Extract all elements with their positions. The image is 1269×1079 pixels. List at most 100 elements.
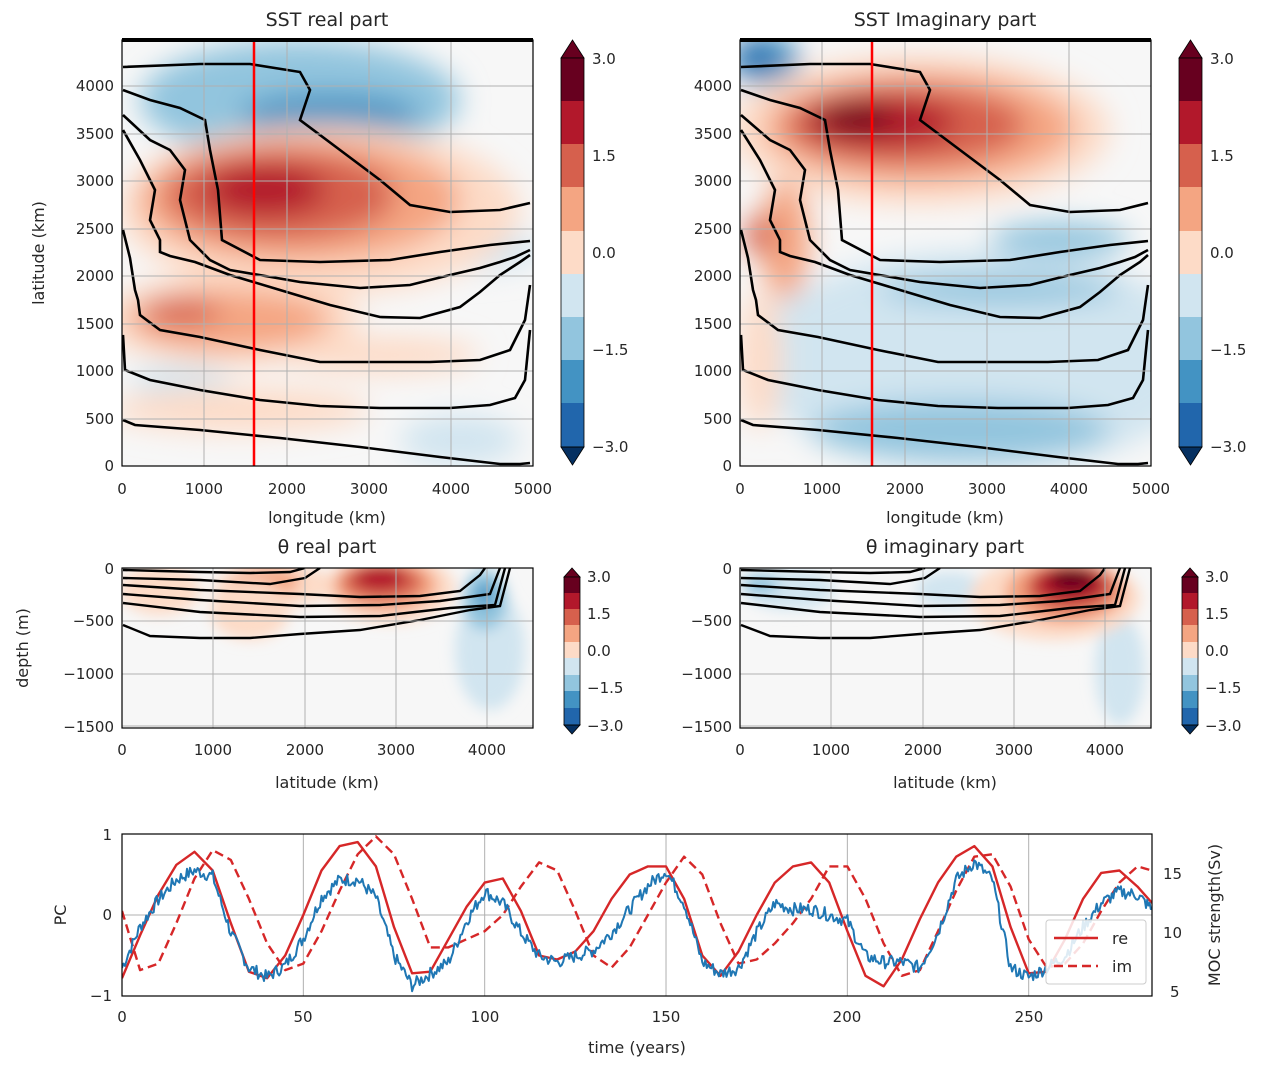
x-tick-label: 4000 [468, 741, 506, 759]
x-tick-label: 1000 [812, 741, 850, 759]
x-tick-label: 5000 [514, 480, 552, 498]
x-axis-label: longitude (km) [268, 508, 386, 527]
y-axis-label: depth (m) [13, 608, 32, 688]
legend: re im [1045, 919, 1147, 985]
x-tick-label: 0 [735, 741, 745, 759]
y-tick-label: 2000 [76, 267, 114, 285]
y-tick-label: 0 [104, 560, 114, 578]
x-tick-label: 250 [1015, 1008, 1044, 1026]
y-tick-label-right: 10 [1163, 924, 1182, 942]
y-tick-label: 1000 [76, 362, 114, 380]
panel-title: θ imaginary part [866, 536, 1024, 558]
y-axis-label-right: MOC strength(Sv) [1205, 844, 1224, 986]
x-axis-label: latitude (km) [275, 773, 379, 792]
y-tick-label: 2500 [76, 220, 114, 238]
x-tick-labels: 0 50 100 150 200 250 [117, 1008, 1043, 1026]
colorbar: 3.0 1.5 0.0 −1.5 −3.0 [1181, 567, 1241, 735]
colorbar-tick-label: 3.0 [587, 568, 611, 586]
x-axis-label: time (years) [588, 1038, 686, 1057]
x-tick-label: 3000 [350, 480, 388, 498]
x-tick-label: 2000 [286, 741, 324, 759]
grid [122, 568, 533, 728]
series-lines [122, 835, 1152, 993]
colorbar-tick-label: 3.0 [592, 50, 616, 68]
colorbar-tick-label: 1.5 [1205, 605, 1229, 623]
y-tick-labels: 0 500 1000 1500 2000 2500 3000 3500 4000 [694, 77, 732, 475]
colorbar-tick-label: 1.5 [587, 605, 611, 623]
x-tick-label: 3000 [968, 480, 1006, 498]
colorbar-tick-label: 1.5 [592, 147, 616, 165]
x-tick-label: 100 [471, 1008, 500, 1026]
y-tick-label: 0 [722, 560, 732, 578]
colorbar-tick-label: 1.5 [1210, 147, 1234, 165]
axes-frame [739, 567, 1152, 729]
y-tick-label-right: 15 [1163, 865, 1182, 883]
panel-theta-real: θ real part [13, 536, 623, 792]
colorbar: 3.0 1.5 0.0 −1.5 −3.0 [563, 567, 623, 735]
x-tick-label: 5000 [1132, 480, 1170, 498]
colorbar: 3.0 1.5 0.0 −1.5 −3.0 [1178, 39, 1246, 466]
theta-imaginary-field [740, 568, 1145, 725]
sst-real-field [122, 40, 533, 466]
x-tick-label: 0 [117, 741, 127, 759]
y-tick-label: 3000 [694, 172, 732, 190]
x-axis-label: longitude (km) [886, 508, 1004, 527]
y-tick-labels-left: −1 0 1 [90, 826, 112, 1005]
x-tick-label: 2000 [904, 741, 942, 759]
x-tick-label: 1000 [185, 480, 223, 498]
y-axis-label-left: PC [51, 905, 70, 926]
y-tick-labels: 0 500 1000 1500 2000 2500 3000 3500 4000 [76, 77, 114, 475]
grid [740, 568, 1151, 728]
axes-frame [121, 567, 534, 729]
y-tick-label: 0 [104, 457, 114, 475]
x-tick-label: 150 [652, 1008, 681, 1026]
y-tick-label: −1500 [63, 718, 114, 736]
y-axis-label: latitude (km) [29, 201, 48, 305]
x-tick-label: 3000 [377, 741, 415, 759]
series-line-moc [122, 859, 1152, 993]
x-tick-label: 50 [293, 1008, 312, 1026]
x-tick-label: 1000 [803, 480, 841, 498]
panel-title: SST Imaginary part [854, 9, 1037, 31]
y-tick-label: −500 [73, 612, 114, 630]
y-tick-label: 4000 [694, 77, 732, 95]
y-tick-labels: 0 −500 −1000 −1500 [681, 560, 732, 736]
y-tick-label: 500 [703, 410, 732, 428]
y-tick-label: 3500 [76, 125, 114, 143]
panel-title: SST real part [266, 9, 389, 31]
x-axis-label: latitude (km) [893, 773, 997, 792]
colorbar-tick-label: −1.5 [587, 679, 623, 697]
colorbar-tick-label: 0.0 [592, 244, 616, 262]
colorbar-tick-label: 0.0 [587, 642, 611, 660]
x-tick-label: 0 [735, 480, 745, 498]
legend-label: re [1112, 929, 1128, 948]
colorbar-tick-label: 0.0 [1210, 244, 1234, 262]
y-tick-label: −1500 [681, 718, 732, 736]
y-tick-label: −1 [90, 987, 112, 1005]
legend-label: im [1112, 957, 1132, 976]
x-tick-label: 2000 [268, 480, 306, 498]
x-tick-label: 2000 [886, 480, 924, 498]
panel-title: θ real part [278, 536, 377, 558]
panel-sst-real: SST real part [29, 9, 628, 527]
y-tick-label: 4000 [76, 77, 114, 95]
y-tick-labels: 0 −500 −1000 −1500 [63, 560, 114, 736]
x-tick-labels: 0 1000 2000 3000 4000 [117, 741, 506, 759]
y-tick-label: 2000 [694, 267, 732, 285]
y-tick-label: −500 [691, 612, 732, 630]
y-tick-label: 0 [722, 457, 732, 475]
sst-imaginary-field [740, 40, 1151, 466]
y-tick-labels-right: 5 10 15 [1163, 865, 1182, 1001]
x-tick-label: 200 [833, 1008, 862, 1026]
grid [122, 40, 533, 466]
grid [740, 40, 1151, 466]
x-tick-label: 1000 [194, 741, 232, 759]
panel-theta-imaginary: θ imaginary part [681, 536, 1241, 792]
colorbar-tick-label: 0.0 [1205, 642, 1229, 660]
y-tick-label-right: 5 [1170, 983, 1180, 1001]
x-tick-label: 4000 [1086, 741, 1124, 759]
x-tick-label: 3000 [995, 741, 1033, 759]
x-tick-label: 4000 [432, 480, 470, 498]
y-tick-label: 3500 [694, 125, 732, 143]
